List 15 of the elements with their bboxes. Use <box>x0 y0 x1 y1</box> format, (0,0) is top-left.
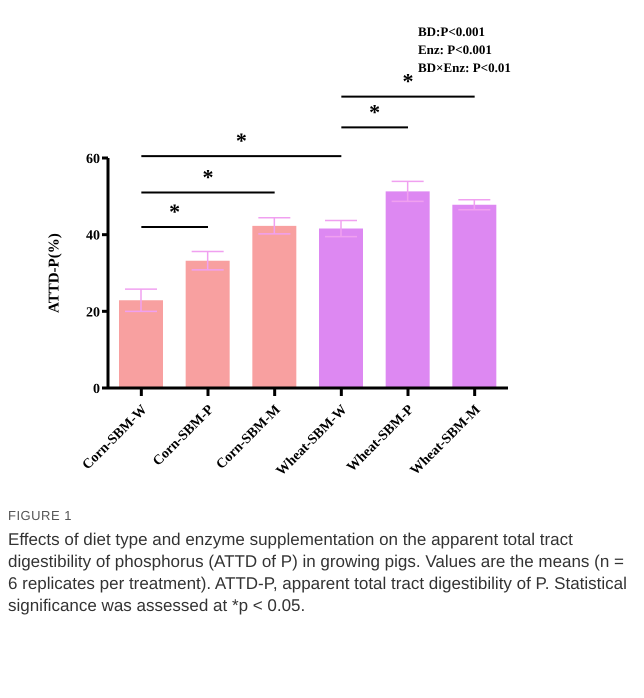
y-tick-label: 0 <box>93 382 100 397</box>
annotation: * <box>169 199 180 224</box>
caption: FIGURE 1 <box>8 508 73 523</box>
text: BD:P<0.001 <box>418 24 485 39</box>
annotation: * <box>202 164 214 190</box>
y-axis-title: ATTD-P(%) <box>46 233 62 313</box>
text: Effects of diet type and enzyme supplementation on the apparent total tract digestibility of phosphorus (ATTD of P) in growing pigs. Values are the means (n = 6 replicates per treatment). ATTD-P, apparent total tract digestibility of P. Statistical significance was assessed at *p < 0.05. <box>8 529 628 618</box>
text: Enz: P<0.001 <box>418 42 492 57</box>
text: * <box>236 128 247 154</box>
text: BD×Enz: P<0.01 <box>418 60 511 75</box>
y-tick-label: 40 <box>86 228 100 244</box>
text: * <box>369 99 380 124</box>
y-tick-label: 20 <box>86 305 100 320</box>
text: * <box>402 68 414 94</box>
y-tick-label: 60 <box>86 152 100 167</box>
